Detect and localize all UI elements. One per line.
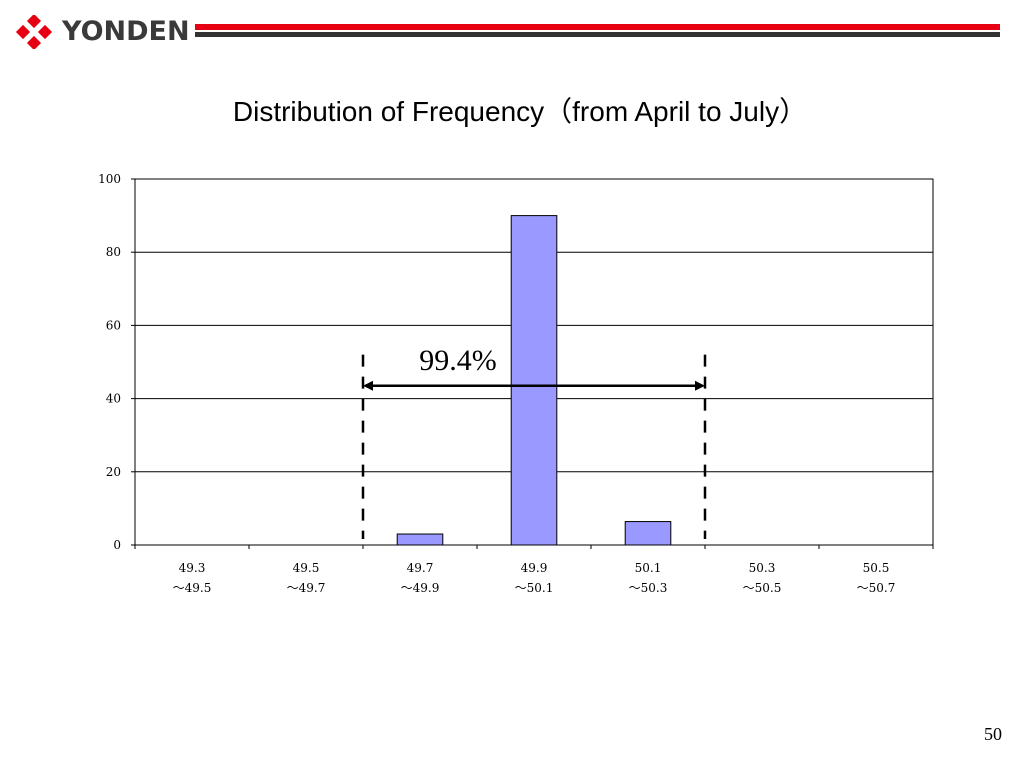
range-annotation-label: 99.4%	[419, 344, 497, 377]
bar	[624, 521, 672, 546]
x-category-label: ～50.1	[515, 581, 554, 595]
brand-name: YONDEN	[62, 16, 190, 47]
range-arrow-head-left	[363, 380, 373, 391]
y-tick-label: 40	[106, 392, 121, 406]
yonden-logo: YONDEN	[14, 14, 190, 50]
x-category-label: 49.5	[293, 561, 320, 575]
bar	[396, 533, 444, 546]
x-category-label: 50.3	[749, 561, 776, 575]
range-arrow-head-right	[695, 380, 705, 391]
x-category-label: ～50.7	[857, 581, 896, 595]
x-category-label: 49.9	[521, 561, 548, 575]
y-tick-label: 80	[106, 245, 121, 259]
y-tick-label: 20	[106, 465, 121, 479]
bar	[510, 215, 558, 546]
x-category-label: 49.3	[179, 561, 206, 575]
y-tick-label: 0	[113, 538, 121, 552]
slide-title: Distribution of Frequency（from April to …	[232, 96, 808, 127]
x-category-label: ～50.5	[743, 581, 782, 595]
yonden-diamond-logo-icon	[15, 15, 53, 49]
x-category-label: 50.5	[863, 561, 890, 575]
header-rule	[195, 24, 1000, 38]
x-category-label: ～50.3	[629, 581, 668, 595]
page-number: 50	[984, 724, 1002, 744]
x-category-label: 50.1	[635, 561, 662, 575]
x-category-label: 49.7	[407, 561, 434, 575]
y-tick-label: 100	[98, 172, 121, 186]
y-tick-label: 60	[106, 318, 121, 332]
x-category-label: ～49.9	[401, 581, 440, 595]
x-category-label: ～49.5	[173, 581, 212, 595]
x-category-label: ～49.7	[287, 581, 326, 595]
